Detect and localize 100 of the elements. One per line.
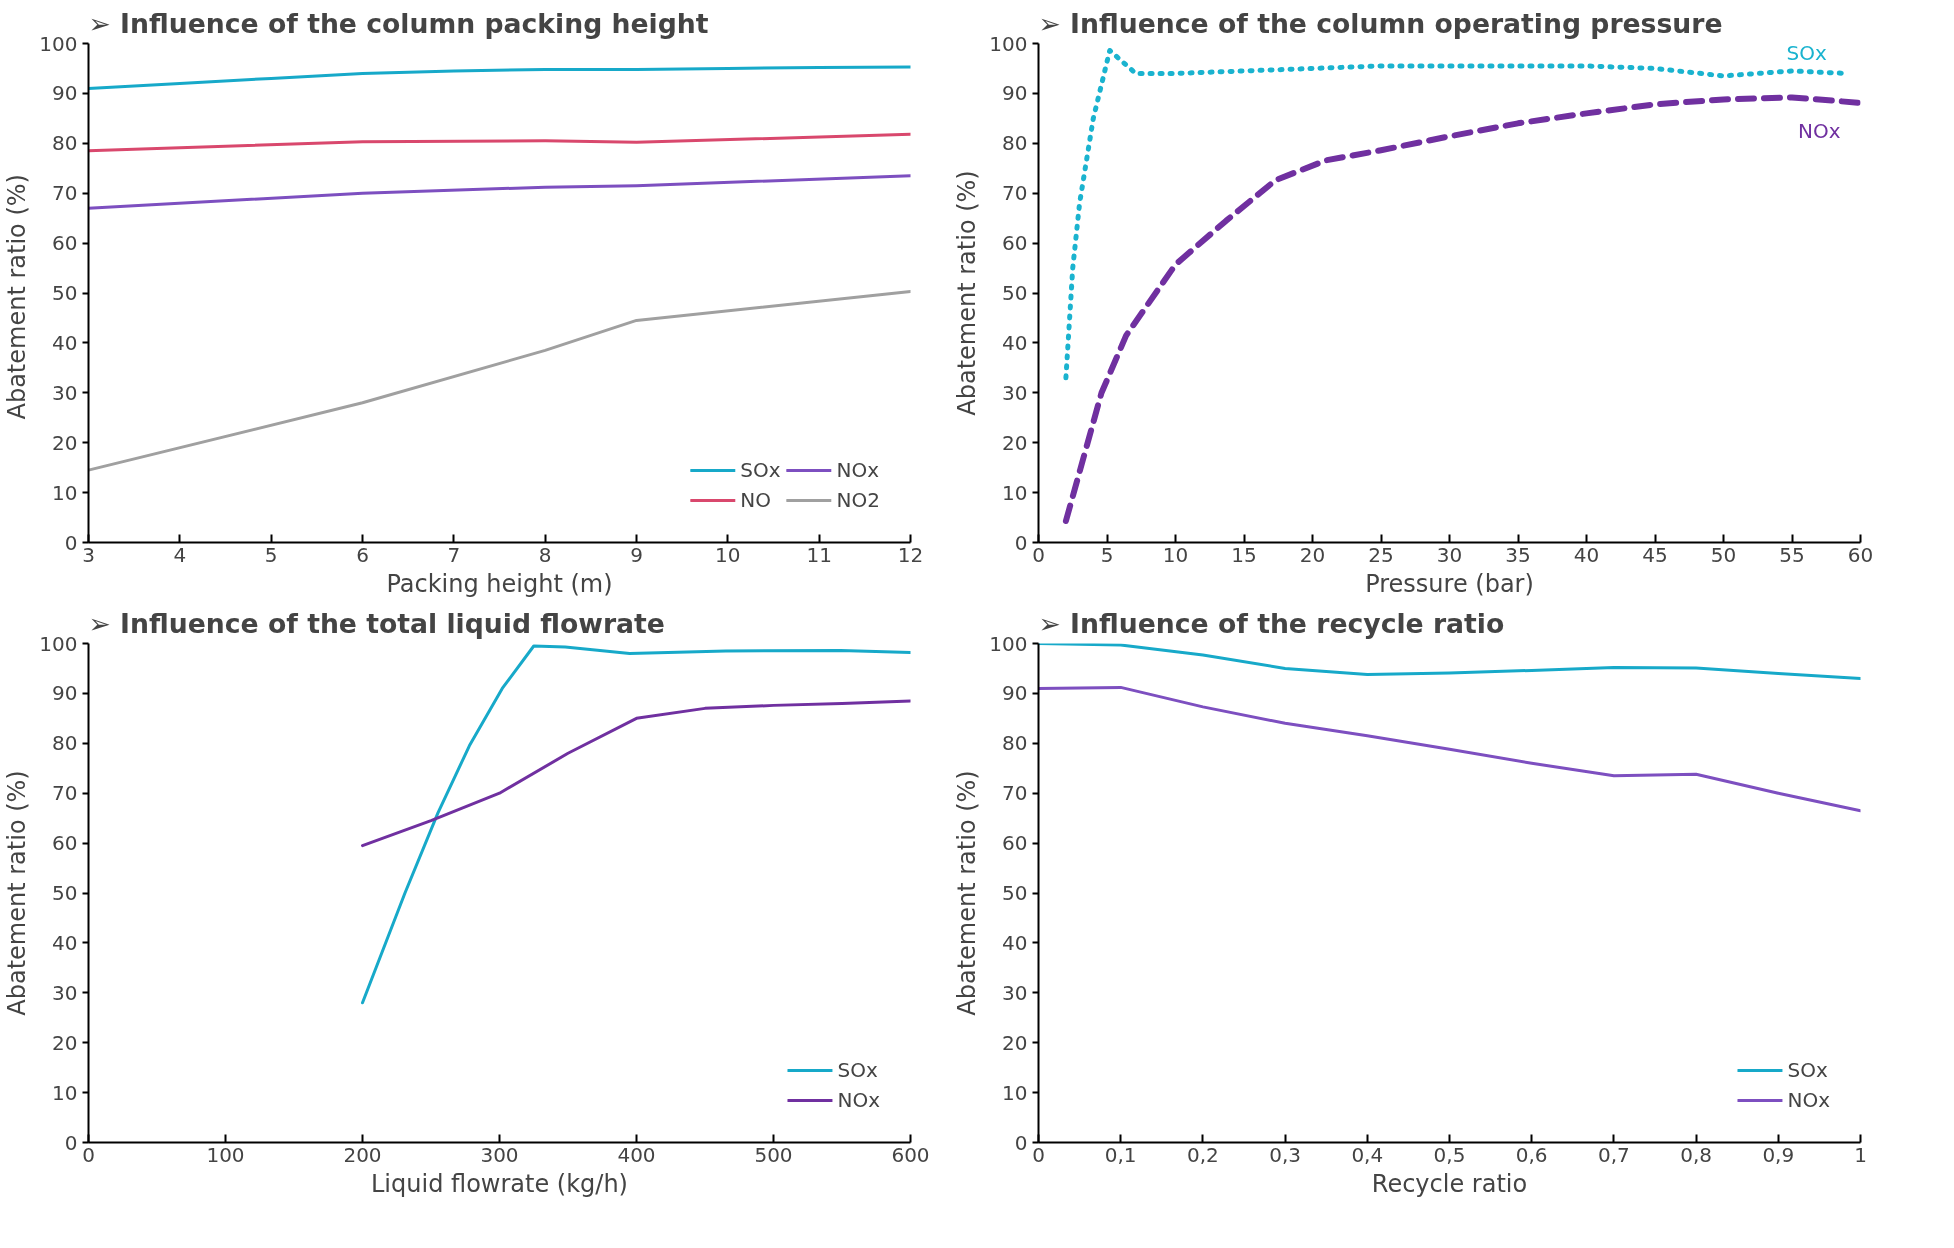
x-tick-label: 200	[343, 1142, 382, 1167]
x-tick-label: 0,7	[1598, 1142, 1630, 1167]
y-tick-label: 20	[52, 1030, 78, 1055]
y-tick-label: 10	[52, 1080, 78, 1105]
y-axis-title: Abatement ratio (%)	[953, 770, 982, 1016]
x-axis-title: Liquid flowrate (kg/h)	[371, 1169, 628, 1198]
y-tick-label: 60	[1002, 231, 1028, 256]
y-tick-label: 50	[1002, 881, 1028, 905]
y-axis-title: Abatement ratio (%)	[953, 170, 982, 416]
y-tick-label: 70	[52, 781, 78, 806]
y-tick-label: 10	[1002, 480, 1028, 505]
legend-label: SOx	[837, 1058, 878, 1082]
legend-label: NO	[740, 488, 771, 512]
y-tick-label: 70	[52, 181, 78, 206]
y-tick-label: 90	[52, 681, 78, 706]
y-tick-label: 100	[39, 631, 78, 656]
x-tick-label: 0	[82, 1142, 95, 1167]
y-tick-label: 80	[1002, 131, 1028, 156]
y-tick-label: 100	[989, 31, 1028, 56]
series-label: NOx	[1797, 118, 1841, 143]
y-tick-label: 40	[52, 930, 78, 955]
y-tick-label: 80	[1002, 731, 1028, 756]
x-tick-label: 20	[1299, 542, 1326, 567]
legend-label: NOx	[836, 458, 880, 482]
x-tick-label: 1	[1854, 1142, 1867, 1167]
y-tick-label: 10	[1002, 1080, 1028, 1105]
x-tick-label: 9	[630, 542, 643, 567]
x-tick-label: 500	[754, 1142, 793, 1167]
x-tick-label: 55	[1779, 542, 1805, 567]
x-tick-label: 0,6	[1515, 1142, 1548, 1167]
y-tick-label: 90	[52, 81, 78, 106]
x-tick-label: 600	[891, 1142, 930, 1167]
x-tick-label: 6	[356, 542, 369, 567]
x-tick-label: 300	[480, 1142, 519, 1167]
y-tick-label: 90	[1002, 681, 1028, 706]
y-tick-label: 30	[1002, 380, 1028, 405]
y-tick-label: 80	[52, 731, 78, 756]
x-tick-label: 0,1	[1104, 1142, 1137, 1167]
x-tick-label: 35	[1505, 542, 1531, 567]
x-tick-label: 45	[1642, 542, 1668, 567]
x-tick-label: 0,8	[1680, 1142, 1713, 1167]
x-tick-label: 11	[806, 542, 832, 567]
legend-label: SOx	[1787, 1058, 1828, 1082]
x-tick-label: 5	[264, 542, 278, 567]
y-tick-label: 60	[52, 231, 78, 256]
y-tick-label: 50	[1002, 281, 1028, 305]
x-tick-label: 50	[1710, 542, 1737, 567]
y-axis-title: Abatement ratio (%)	[3, 174, 32, 420]
y-tick-label: 90	[1002, 81, 1028, 106]
chart-title: ➢ Influence of the column packing height	[88, 7, 709, 39]
x-axis-title: Packing height (m)	[386, 569, 613, 598]
chart-title: ➢ Influence of the recycle ratio	[1038, 607, 1505, 639]
y-tick-label: 100	[989, 631, 1028, 656]
x-tick-label: 100	[206, 1142, 245, 1167]
y-tick-label: 20	[1002, 1030, 1028, 1055]
y-tick-label: 30	[52, 980, 78, 1005]
x-tick-label: 0,2	[1187, 1142, 1219, 1167]
x-tick-label: 10	[715, 542, 741, 567]
y-tick-label: 60	[1002, 831, 1028, 856]
y-tick-label: 10	[52, 480, 78, 505]
y-tick-label: 60	[52, 831, 78, 856]
y-tick-label: 30	[52, 380, 78, 405]
x-tick-label: 3	[82, 542, 95, 567]
series-label: SOx	[1786, 41, 1827, 66]
x-tick-label: 40	[1573, 542, 1600, 567]
x-tick-label: 0,3	[1269, 1142, 1302, 1167]
legend-label: SOx	[740, 458, 781, 482]
x-tick-label: 8	[538, 542, 552, 567]
y-tick-label: 40	[1002, 330, 1028, 355]
chart-title: ➢ Influence of the total liquid flowrate	[88, 607, 665, 639]
x-tick-label: 10	[1162, 542, 1189, 567]
x-tick-label: 0	[1032, 1142, 1045, 1167]
x-tick-label: 0,4	[1351, 1142, 1384, 1167]
x-tick-label: 0	[1032, 542, 1045, 567]
y-tick-label: 50	[52, 281, 78, 305]
x-tick-label: 0,9	[1762, 1142, 1795, 1167]
x-tick-label: 15	[1231, 542, 1257, 567]
x-tick-label: 25	[1368, 542, 1394, 567]
x-axis-title: Recycle ratio	[1371, 1169, 1528, 1198]
x-tick-label: 400	[617, 1142, 656, 1167]
y-tick-label: 70	[1002, 181, 1028, 206]
legend-label: NO2	[836, 488, 880, 512]
legend-label: NOx	[1787, 1088, 1830, 1112]
y-tick-label: 30	[1002, 980, 1028, 1005]
y-tick-label: 40	[1002, 930, 1028, 955]
y-tick-label: 80	[52, 131, 78, 156]
x-tick-label: 7	[447, 542, 461, 567]
x-tick-label: 30	[1436, 542, 1463, 567]
y-tick-label: 40	[52, 330, 78, 355]
y-axis-title: Abatement ratio (%)	[3, 770, 32, 1016]
x-tick-label: 0,5	[1433, 1142, 1466, 1167]
y-tick-label: 20	[1002, 430, 1028, 455]
x-axis-title: Pressure (bar)	[1365, 569, 1534, 598]
y-tick-label: 100	[39, 31, 78, 56]
y-tick-label: 20	[52, 430, 78, 455]
x-tick-label: 60	[1847, 542, 1874, 567]
x-tick-label: 5	[1100, 542, 1114, 567]
y-tick-label: 50	[52, 881, 78, 905]
legend-label: NOx	[837, 1088, 880, 1112]
chart-title: ➢ Influence of the column operating pressure	[1038, 7, 1723, 39]
